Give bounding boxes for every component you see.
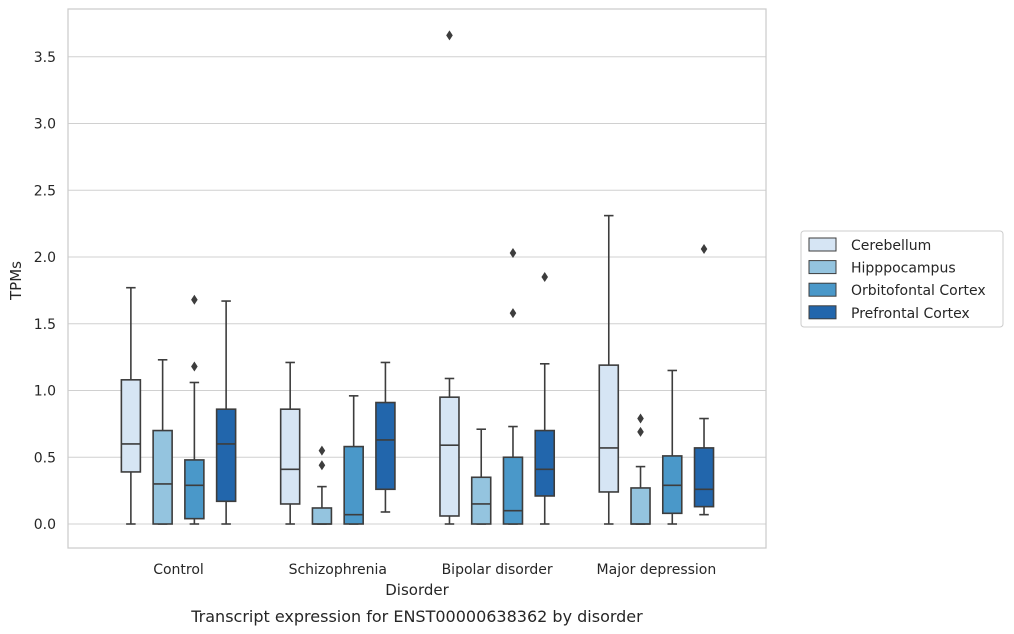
- legend-label: Prefrontal Cortex: [851, 306, 970, 322]
- box-body: [534, 429, 556, 497]
- outlier-point: [509, 308, 517, 319]
- outlier-point: [446, 30, 453, 41]
- outlier-point: [191, 361, 198, 372]
- outlier-point: [700, 243, 708, 254]
- box-body: [439, 396, 460, 517]
- outlier-point: [318, 445, 326, 456]
- box-body: [311, 507, 333, 525]
- y-axis-title: TPMs: [7, 261, 25, 301]
- box-orbitofontal-cortex: [184, 294, 205, 525]
- x-axis-title: Disorder: [385, 581, 449, 599]
- box-cerebellum: [439, 30, 460, 525]
- y-tick-labels: 0.0 0.5 1.0 1.5 2.0 2.5 3.0 3.5: [34, 50, 56, 533]
- x-tick-label: Major depression: [597, 562, 717, 578]
- legend-swatch: [808, 260, 837, 275]
- legend-label: Orbitofontal Cortex: [851, 283, 986, 299]
- legend: Cerebellum Hipppocampus Orbitofontal Corte…: [800, 230, 1004, 328]
- outlier-point: [541, 272, 549, 283]
- y-tick-label: 3.0: [34, 117, 56, 133]
- box-body: [215, 408, 237, 503]
- y-tick-label: 0.0: [34, 517, 56, 533]
- box-hipppocampus: [311, 445, 333, 525]
- box-body: [630, 487, 651, 525]
- legend-label: Cerebellum: [851, 238, 931, 254]
- box-prefrontal-cortex: [534, 272, 556, 525]
- box-body: [152, 429, 173, 525]
- box-body: [375, 401, 396, 491]
- box-hipppocampus: [152, 358, 173, 525]
- box-body: [184, 459, 205, 520]
- outlier-point: [637, 426, 644, 437]
- x-tick-labels: Control Schizophrenia Bipolar disorder Majo…: [153, 562, 716, 578]
- box-orbitofontal-cortex: [502, 247, 524, 525]
- box-body: [598, 364, 620, 493]
- box-prefrontal-cortex: [375, 361, 396, 513]
- grid-layer: [68, 56, 766, 525]
- y-tick-label: 1.0: [34, 384, 56, 400]
- box-body: [470, 476, 492, 525]
- x-tick-label: Bipolar disorder: [442, 562, 553, 578]
- y-tick-label: 2.0: [34, 250, 56, 266]
- plot-frame: [67, 8, 767, 549]
- box-orbitofontal-cortex: [343, 395, 364, 525]
- y-tick-label: 1.5: [34, 317, 56, 333]
- box-body: [279, 408, 301, 505]
- box-prefrontal-cortex: [693, 243, 715, 516]
- box-hipppocampus: [630, 413, 651, 525]
- outlier-point: [509, 247, 517, 258]
- box-cerebellum: [598, 214, 620, 525]
- legend-label: Hipppocampus: [851, 261, 956, 277]
- box-orbitofontal-cortex: [661, 369, 683, 525]
- box-body: [502, 456, 524, 525]
- legend-swatch: [808, 305, 837, 320]
- outlier-point: [318, 460, 326, 471]
- box-hipppocampus: [470, 428, 492, 525]
- outlier-point: [191, 294, 198, 305]
- box-body: [343, 445, 364, 525]
- chart-caption: Transcript expression for ENST0000063836…: [190, 607, 643, 626]
- x-tick-label: Control: [153, 562, 204, 578]
- box-layer: [120, 30, 715, 525]
- outlier-point: [637, 413, 644, 424]
- box-body: [693, 447, 715, 508]
- box-cerebellum: [120, 286, 142, 525]
- legend-frame: [800, 230, 1004, 328]
- y-tick-label: 3.5: [34, 50, 56, 66]
- box-cerebellum: [279, 361, 301, 525]
- y-tick-label: 0.5: [34, 450, 56, 466]
- legend-swatch: [808, 282, 837, 297]
- y-tick-label: 2.5: [34, 183, 56, 199]
- x-tick-label: Schizophrenia: [289, 562, 387, 578]
- box-prefrontal-cortex: [215, 300, 237, 525]
- legend-swatch: [808, 237, 837, 252]
- box-body: [120, 379, 142, 473]
